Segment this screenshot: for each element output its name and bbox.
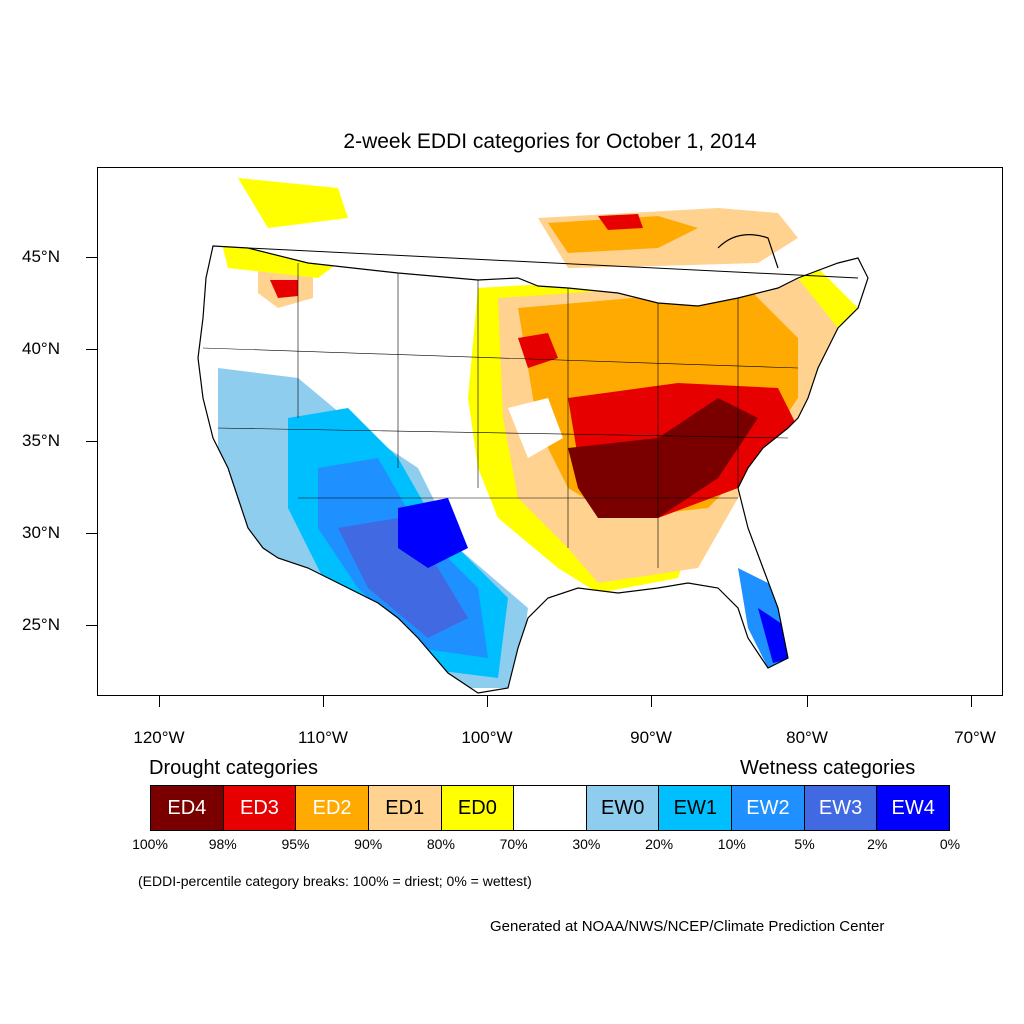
lon-label-70w: 70°W xyxy=(954,728,996,747)
legend-cell-ew3: EW3 xyxy=(804,786,878,830)
legend-cell-normal xyxy=(514,786,587,830)
map-title: 2-week EDDI categories for October 1, 20… xyxy=(343,130,757,153)
drought-heading: Drought categories xyxy=(149,757,318,779)
lon-label-110w: 110°W xyxy=(298,728,348,747)
lon-tick xyxy=(323,696,324,707)
break-label: 10% xyxy=(717,836,746,852)
break-label: 98% xyxy=(208,836,237,852)
lon-tick xyxy=(651,696,652,707)
lat-label-45n: 45°N xyxy=(22,247,60,266)
lat-tick xyxy=(86,441,97,442)
lat-label-35n: 35°N xyxy=(22,431,60,450)
lon-tick xyxy=(971,696,972,707)
break-label: 30% xyxy=(572,836,601,852)
legend-cell-ew4: EW4 xyxy=(877,786,950,830)
map-panel xyxy=(97,167,1003,696)
credit-text: Generated at NOAA/NWS/NCEP/Climate Predi… xyxy=(490,918,885,935)
legend-note: (EDDI-percentile category breaks: 100% =… xyxy=(138,873,532,889)
break-label: 20% xyxy=(645,836,674,852)
wetness-heading: Wetness categories xyxy=(740,757,916,779)
legend-cell-ed3: ED3 xyxy=(223,786,297,830)
lat-label-25n: 25°N xyxy=(22,615,60,634)
break-label: 70% xyxy=(499,836,528,852)
lon-tick xyxy=(159,696,160,707)
break-label: 80% xyxy=(426,836,455,852)
lon-label-90w: 90°W xyxy=(630,728,672,747)
break-label: 2% xyxy=(867,836,888,852)
lat-tick xyxy=(86,257,97,258)
break-label: 95% xyxy=(281,836,310,852)
legend-color-bar: ED4 ED3 ED2 ED1 ED0 EW0 EW1 EW2 EW3 EW4 xyxy=(150,785,950,831)
lon-tick xyxy=(487,696,488,707)
legend-cell-ew1: EW1 xyxy=(659,786,733,830)
lon-tick xyxy=(807,696,808,707)
legend-cell-ed2: ED2 xyxy=(296,786,369,830)
legend-cell-ed4: ED4 xyxy=(151,786,224,830)
lat-tick xyxy=(86,625,97,626)
legend-cell-ed1: ED1 xyxy=(368,786,442,830)
lat-tick xyxy=(86,349,97,350)
lon-label-100w: 100°W xyxy=(461,728,513,747)
break-label: 5% xyxy=(794,836,815,852)
break-label: 100% xyxy=(132,836,168,852)
eddi-map xyxy=(197,178,869,694)
legend-cell-ew2: EW2 xyxy=(732,786,805,830)
lat-label-30n: 30°N xyxy=(22,523,60,542)
lat-tick xyxy=(86,533,97,534)
lon-label-120w: 120°W xyxy=(133,728,185,747)
legend-cell-ew0: EW0 xyxy=(586,786,660,830)
lon-label-80w: 80°W xyxy=(786,728,828,747)
break-label: 0% xyxy=(939,836,961,852)
lat-label-40n: 40°N xyxy=(22,339,60,358)
break-label: 90% xyxy=(354,836,383,852)
legend-cell-ed0: ED0 xyxy=(441,786,515,830)
